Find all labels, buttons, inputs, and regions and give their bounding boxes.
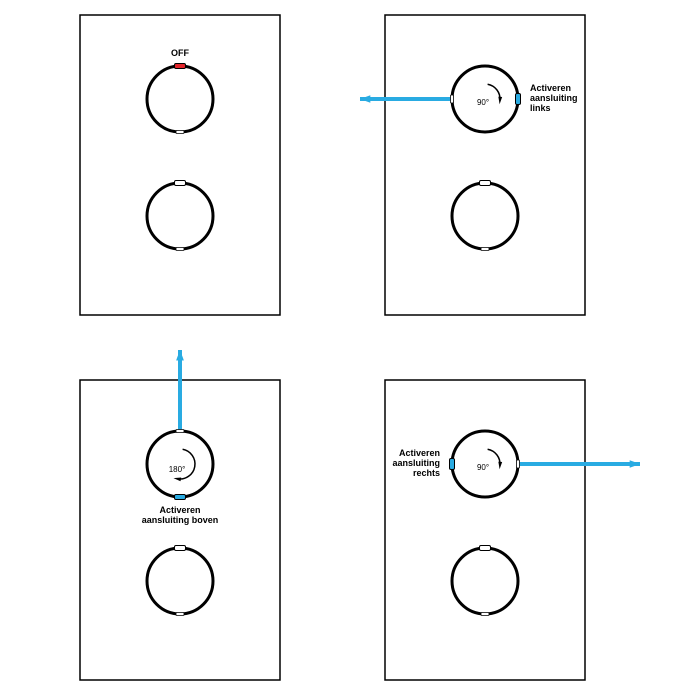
rotation-label: 90° [477,98,489,107]
knob-lower [452,546,518,616]
knob-off [147,64,213,134]
off-label: OFF [171,48,189,58]
rotation-label: 180° [169,465,186,474]
knob-lower [147,546,213,616]
knob-lower [452,181,518,251]
rotation-label: 90° [477,463,489,472]
knob-lower [147,181,213,251]
